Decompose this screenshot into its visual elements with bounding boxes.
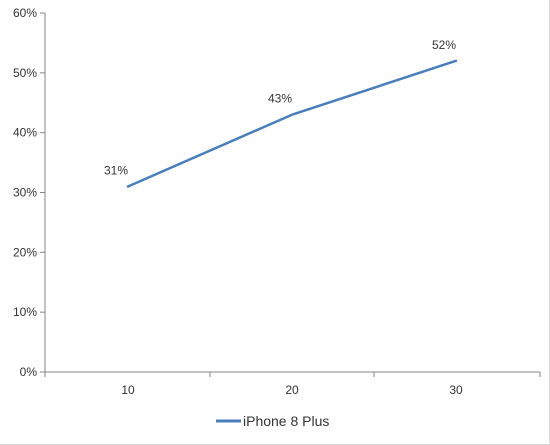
data-label: 43% <box>268 92 292 106</box>
x-axis: 10 20 30 <box>44 371 541 397</box>
x-tick-label: 30 <box>449 383 463 397</box>
y-tick-label: 40% <box>13 126 37 140</box>
y-tick-label: 20% <box>13 245 37 259</box>
x-tick-label: 10 <box>121 383 135 397</box>
legend: iPhone 8 Plus <box>216 413 329 429</box>
data-label: 31% <box>104 164 128 178</box>
y-tick-label: 50% <box>13 66 37 80</box>
data-labels: 31% 43% 52% <box>104 38 456 178</box>
y-tick-label: 60% <box>13 6 37 20</box>
legend-label: iPhone 8 Plus <box>243 413 329 429</box>
x-tick-label: 20 <box>285 383 299 397</box>
y-tick-label: 0% <box>20 365 38 379</box>
y-tick-label: 30% <box>13 186 37 200</box>
data-label: 52% <box>432 38 456 52</box>
y-tick-label: 10% <box>13 305 37 319</box>
series-layer <box>126 59 458 188</box>
y-axis: 0% 10% 20% 30% 40% 50% 60% <box>13 6 46 379</box>
series-line <box>126 59 458 188</box>
